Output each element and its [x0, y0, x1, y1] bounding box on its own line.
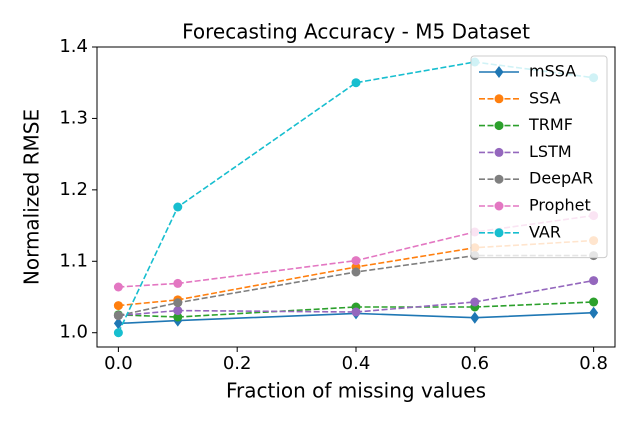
series-line: [118, 301, 594, 318]
y-tick-label: 1.4: [59, 36, 88, 57]
series-line: [118, 279, 594, 317]
x-tick-label: 0.8: [579, 353, 608, 374]
data-point: [470, 297, 480, 307]
y-tick-label: 1.0: [59, 322, 88, 343]
data-point: [173, 312, 183, 322]
data-point: [113, 282, 123, 292]
data-point: [113, 328, 123, 338]
chart-title: Forecasting Accuracy - M5 Dataset: [182, 20, 530, 44]
legend-label: LSTM: [529, 142, 572, 161]
data-point: [351, 307, 361, 317]
legend-marker: [494, 94, 504, 104]
y-tick-label: 1.1: [59, 250, 88, 271]
legend-marker: [494, 66, 504, 78]
legend-marker: [494, 147, 504, 157]
x-tick-label: 0.2: [223, 353, 252, 374]
data-point: [351, 256, 361, 266]
legend-marker: [494, 228, 504, 238]
data-point: [173, 298, 183, 308]
x-tick-label: 0.0: [104, 353, 133, 374]
legend-label: Prophet: [529, 196, 591, 215]
data-point: [173, 202, 183, 212]
data-point: [470, 311, 480, 324]
x-tick-label: 0.4: [342, 353, 371, 374]
legend-label: mSSA: [529, 62, 576, 81]
legend-label: VAR: [529, 222, 561, 241]
legend-label: DeepAR: [529, 169, 593, 188]
legend-label: SSA: [529, 88, 561, 107]
plot-frame: [96, 46, 616, 348]
data-point: [173, 278, 183, 288]
legend-marker: [494, 174, 504, 184]
data-point: [351, 78, 361, 88]
data-point: [113, 311, 123, 321]
legend-label: TRMF: [528, 115, 573, 134]
legend-marker: [494, 201, 504, 211]
data-point: [589, 276, 599, 286]
x-tick-label: 0.6: [460, 353, 489, 374]
data-point: [173, 306, 183, 316]
data-point: [589, 297, 599, 307]
data-point: [589, 306, 599, 319]
y-axis-label: Normalized RMSE: [20, 109, 44, 285]
data-point: [113, 301, 123, 311]
data-point: [113, 317, 123, 330]
y-tick-label: 1.3: [59, 107, 88, 128]
y-tick-label: 1.2: [59, 179, 88, 200]
x-axis-label: Fraction of missing values: [226, 379, 486, 403]
legend-marker: [494, 121, 504, 131]
legend-box: [470, 55, 608, 259]
data-point: [351, 267, 361, 277]
